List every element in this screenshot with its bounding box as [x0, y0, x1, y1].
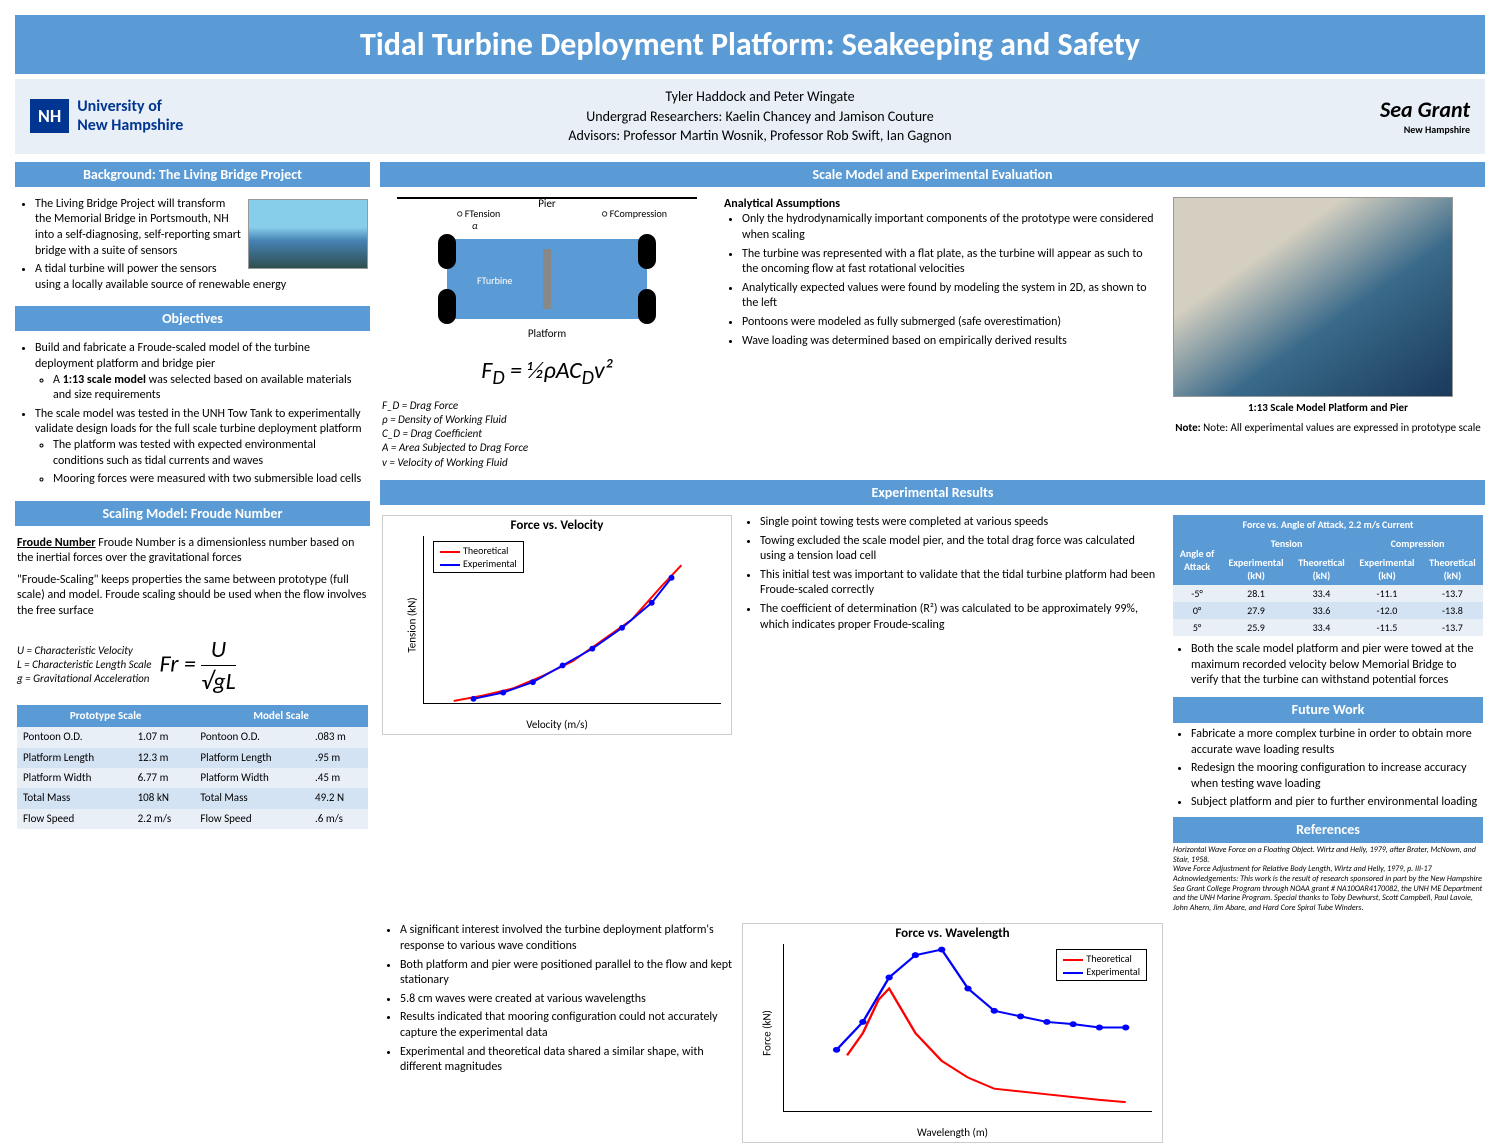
refs-header: References	[1173, 817, 1483, 843]
assumptions-header: Analytical Assumptions	[724, 197, 840, 211]
scaling-header: Scaling Model: Froude Number	[15, 501, 370, 526]
platform-diagram: Pier ○ FTension ○ FCompression α FPontoo…	[397, 197, 697, 347]
results-bullets-2: A significant interest involved the turb…	[382, 923, 732, 1143]
author-block: Tyler Haddock and Peter Wingate Undergra…	[230, 87, 1290, 146]
seagrant-logo: Sea Grant New Hampshire	[1290, 96, 1470, 136]
refs-text: Horizontal Wave Force on a Floating Obje…	[1173, 846, 1483, 913]
seagrant-sub: New Hampshire	[1290, 123, 1470, 136]
force-wavelength-chart: Force vs. Wavelength Force (kN) Waveleng…	[742, 923, 1163, 1143]
model-photo-box: 1:13 Scale Model Platform and Pier Note:…	[1173, 197, 1483, 470]
force-velocity-chart: Force vs. Velocity Tension (kN) Velocity…	[382, 515, 732, 735]
attack-table: Force vs. Angle of Attack, 2.2 m/s Curre…	[1173, 515, 1483, 636]
results-header: Experimental Results	[380, 480, 1485, 505]
photo-note: Note: Note: All experimental values are …	[1173, 421, 1483, 435]
attack-table-box: Force vs. Angle of Attack, 2.2 m/s Curre…	[1173, 515, 1483, 913]
assumptions-box: Analytical Assumptions Only the hydrodyn…	[724, 197, 1161, 470]
model-photo	[1173, 197, 1453, 397]
froude-formula: Fr = U√gL	[152, 626, 244, 705]
drag-formula: FD = ½ρACDv²	[382, 347, 712, 399]
nh-badge: NH	[30, 99, 69, 133]
results-bullets-1: Single point towing tests were completed…	[742, 515, 1163, 913]
froude-intro: Froude Number Froude Number is a dimensi…	[17, 536, 368, 567]
attack-bullet: Both the scale model platform and pier w…	[1191, 642, 1483, 689]
background-header: Background: The Living Bridge Project	[15, 162, 370, 187]
platform-diagram-box: Pier ○ FTension ○ FCompression α FPontoo…	[382, 197, 712, 470]
background-content: The Living Bridge Project will transform…	[15, 193, 370, 301]
scaling-content: Froude Number Froude Number is a dimensi…	[15, 532, 370, 833]
seagrant-main: Sea Grant	[1380, 96, 1470, 123]
objectives-content: Build and fabricate a Froude-scaled mode…	[15, 337, 370, 494]
header-row: NH University of New Hampshire Tyler Had…	[15, 79, 1485, 154]
objectives-header: Objectives	[15, 306, 370, 331]
unh-text: University of New Hampshire	[77, 97, 183, 135]
advisors: Advisors: Professor Martin Wosnik, Profe…	[230, 126, 1290, 146]
froude-vars: U = Characteristic Velocity L = Characte…	[17, 644, 152, 687]
bridge-photo	[248, 199, 368, 269]
undergrads: Undergrad Researchers: Kaelin Chancey an…	[230, 107, 1290, 127]
drag-vars: F_D = Drag Force ρ = Density of Working …	[382, 399, 712, 470]
scale-table: Prototype ScaleModel Scale Pontoon O.D.1…	[17, 705, 368, 829]
froude-desc: "Froude-Scaling" keeps properties the sa…	[17, 573, 368, 620]
authors: Tyler Haddock and Peter Wingate	[230, 87, 1290, 107]
photo-caption: 1:13 Scale Model Platform and Pier	[1173, 401, 1483, 415]
scalemodel-header: Scale Model and Experimental Evaluation	[380, 162, 1485, 187]
unh-logo: NH University of New Hampshire	[30, 97, 230, 135]
poster-title: Tidal Turbine Deployment Platform: Seake…	[15, 15, 1485, 74]
future-header: Future Work	[1173, 697, 1483, 723]
